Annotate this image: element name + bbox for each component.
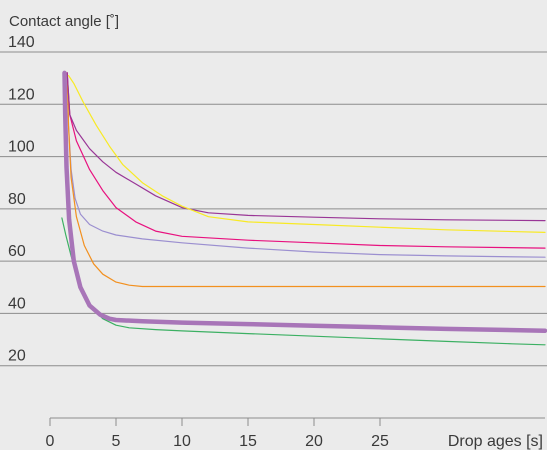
x-tick-label-20: 20 <box>305 433 323 450</box>
series-line-4 <box>66 72 546 249</box>
series-line-6 <box>67 74 546 233</box>
y-axis-title: Contact angle [˚] <box>9 13 119 30</box>
series-line-5 <box>66 72 546 222</box>
y-tick-label-20: 20 <box>8 348 26 365</box>
x-tick-label-10: 10 <box>173 433 191 450</box>
y-tick-label-100: 100 <box>8 139 35 156</box>
y-tick-label-40: 40 <box>8 295 26 312</box>
x-axis-title: Drop ages [s] <box>448 433 543 450</box>
y-tick-label-120: 120 <box>8 86 35 103</box>
x-tick-label-15: 15 <box>239 433 257 450</box>
x-tick-label-5: 5 <box>112 433 121 450</box>
series-lines <box>61 70 547 346</box>
y-tick-label-140: 140 <box>8 34 35 51</box>
series-line-7 <box>62 70 547 333</box>
y-tick-label-60: 60 <box>8 243 26 260</box>
tick-labels: 20 40 60 80 100 120 140 0 5 10 15 20 25 <box>8 34 389 450</box>
x-tick-label-25: 25 <box>371 433 389 450</box>
series-line-3 <box>66 72 546 288</box>
grid-lines <box>0 51 547 367</box>
x-axis <box>49 417 545 426</box>
series-line-2 <box>66 72 546 258</box>
y-tick-label-80: 80 <box>8 191 26 208</box>
x-tick-label-0: 0 <box>46 433 55 450</box>
